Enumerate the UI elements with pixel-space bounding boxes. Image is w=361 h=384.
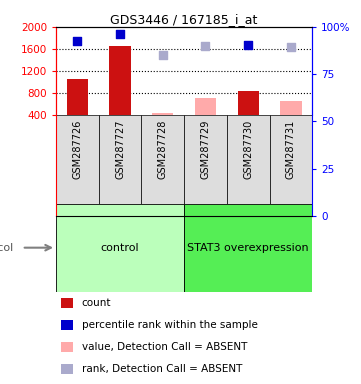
Text: GSM287728: GSM287728 [158, 120, 168, 179]
Point [117, 39, 123, 45]
Text: value, Detection Call = ABSENT: value, Detection Call = ABSENT [82, 342, 247, 352]
Bar [184, 204, 312, 292]
Bar [142, 115, 184, 204]
Bar [67, 139, 88, 216]
Bar [184, 115, 227, 204]
Text: GSM287731: GSM287731 [286, 120, 296, 179]
Bar [227, 115, 270, 204]
Text: count: count [82, 298, 111, 308]
Bar [270, 115, 312, 204]
Text: protocol: protocol [0, 243, 13, 253]
Title: GDS3446 / 167185_i_at: GDS3446 / 167185_i_at [110, 13, 258, 26]
Point [288, 68, 294, 74]
Bar [280, 185, 301, 216]
Point [203, 65, 208, 71]
Text: percentile rank within the sample: percentile rank within the sample [82, 320, 257, 330]
Bar [61, 364, 73, 374]
Text: control: control [101, 243, 139, 253]
Bar [99, 115, 142, 204]
Bar [56, 204, 184, 292]
Bar [195, 178, 216, 216]
Point [74, 55, 80, 61]
Text: GSM287729: GSM287729 [200, 120, 210, 179]
Text: rank, Detection Call = ABSENT: rank, Detection Call = ABSENT [82, 364, 242, 374]
Text: STAT3 overexpression: STAT3 overexpression [187, 243, 309, 253]
Text: GSM287727: GSM287727 [115, 120, 125, 179]
Point [245, 61, 251, 68]
Bar [61, 342, 73, 353]
Bar [238, 165, 259, 216]
Bar [56, 115, 99, 204]
Bar [61, 319, 73, 330]
Text: GSM287730: GSM287730 [243, 120, 253, 179]
Text: GSM287726: GSM287726 [72, 120, 82, 179]
Bar [152, 211, 173, 216]
Bar [61, 298, 73, 308]
Point [160, 84, 166, 90]
Bar [109, 67, 131, 216]
